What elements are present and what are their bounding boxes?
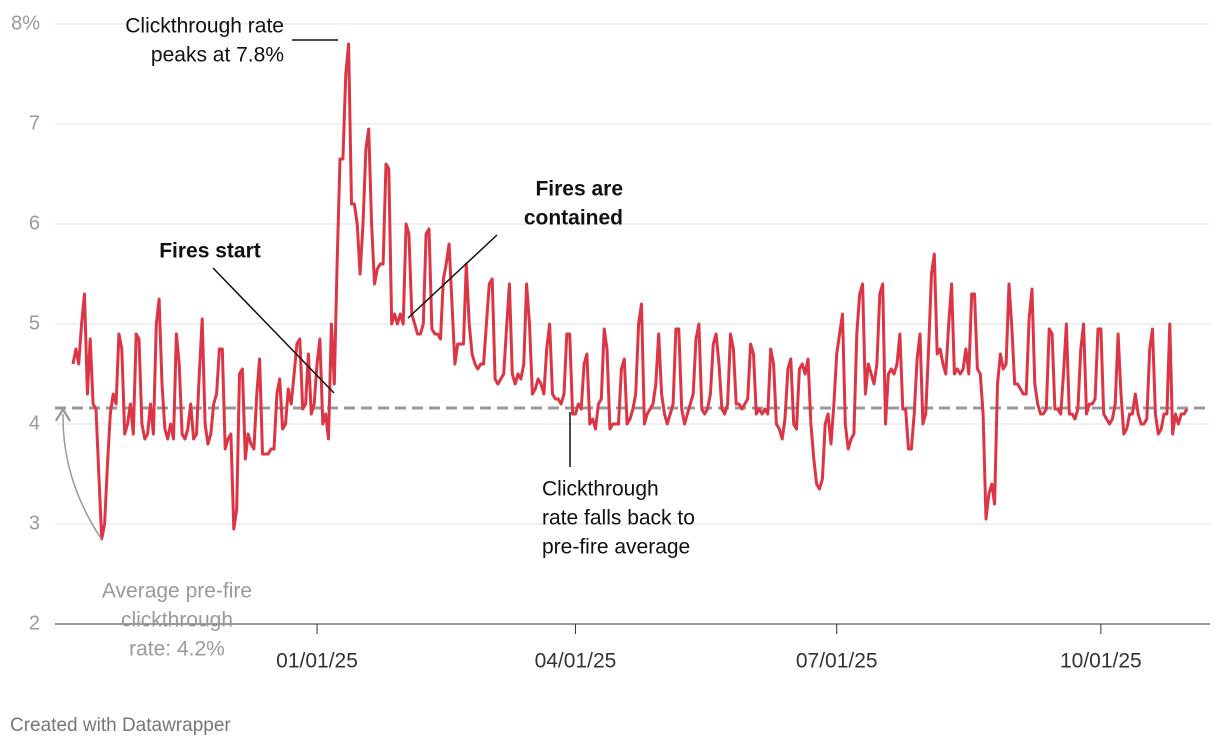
data-line <box>71 42 1189 541</box>
annotation: rate falls back to <box>542 507 695 530</box>
y-tick-label: 6 <box>29 212 40 234</box>
arrow <box>63 414 103 541</box>
annotation: Fires are <box>535 178 623 201</box>
annotation: pre-fire average <box>542 536 690 559</box>
y-tick-label: 8% <box>11 12 40 34</box>
x-tick-label: 10/01/25 <box>1060 650 1142 673</box>
annotation: rate: 4.2% <box>129 638 225 661</box>
y-tick-label: 7 <box>29 112 40 134</box>
annotation: Average pre-fire <box>102 580 252 603</box>
footer: Created with Datawrapper <box>10 715 231 736</box>
annotation: contained <box>524 207 623 230</box>
annotation: peaks at 7.8% <box>151 44 284 67</box>
leader-line <box>212 267 335 394</box>
y-tick-label: 4 <box>29 412 40 434</box>
annotation: Clickthrough <box>542 478 659 501</box>
x-tick-label: 01/01/25 <box>276 650 358 673</box>
x-tick-label: 04/01/25 <box>535 650 617 673</box>
x-tick-label: 07/01/25 <box>796 650 878 673</box>
y-tick-label: 3 <box>29 512 40 534</box>
annotation: Clickthrough rate <box>125 15 284 38</box>
leader-line <box>407 234 498 319</box>
y-tick-label: 2 <box>29 612 40 634</box>
y-tick-label: 5 <box>29 312 40 334</box>
annotation: clickthrough <box>121 609 233 632</box>
annotation: Fires start <box>159 240 261 263</box>
